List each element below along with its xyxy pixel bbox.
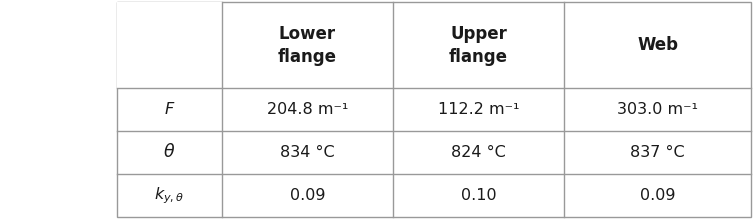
Text: F: F xyxy=(165,102,174,117)
Text: 112.2 m⁻¹: 112.2 m⁻¹ xyxy=(438,102,519,117)
Text: 824 °C: 824 °C xyxy=(451,145,506,160)
Bar xyxy=(117,2,751,217)
Text: 837 °C: 837 °C xyxy=(630,145,685,160)
Text: 834 °C: 834 °C xyxy=(280,145,334,160)
Text: 0.09: 0.09 xyxy=(640,188,676,203)
Text: Lower
flange: Lower flange xyxy=(278,25,337,65)
Text: $k_{y,\theta}$: $k_{y,\theta}$ xyxy=(154,185,184,206)
Text: $\theta$: $\theta$ xyxy=(163,143,175,161)
Text: 303.0 m⁻¹: 303.0 m⁻¹ xyxy=(617,102,698,117)
Text: 204.8 m⁻¹: 204.8 m⁻¹ xyxy=(267,102,348,117)
Text: Web: Web xyxy=(637,36,678,54)
Text: Upper
flange: Upper flange xyxy=(449,25,508,65)
Bar xyxy=(117,2,222,88)
Text: 0.10: 0.10 xyxy=(461,188,496,203)
Text: 0.09: 0.09 xyxy=(289,188,325,203)
